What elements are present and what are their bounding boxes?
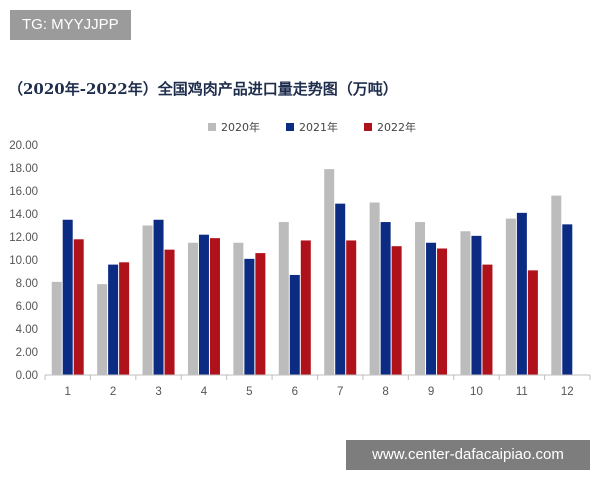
bar-2021年-12 <box>562 224 573 375</box>
bar-2021年-5 <box>244 258 255 375</box>
bar-2020年-12 <box>551 195 562 375</box>
x-tick-label: 11 <box>516 386 528 398</box>
bar-2020年-4 <box>187 242 198 375</box>
bar-2022年-10 <box>482 264 493 375</box>
y-tick-label: 16.00 <box>9 186 38 198</box>
bar-2022年-5 <box>255 253 266 375</box>
bar-chart: 2020年 2021年 2022年 0.002.004.006.008.0010.0… <box>9 120 591 398</box>
bar-2020年-3 <box>142 225 153 375</box>
watermark-tag: TG: MYYJJPP <box>10 10 131 40</box>
chart-legend: 2020年 2021年 2022年 <box>208 120 416 134</box>
y-tick-label: 8.00 <box>16 278 38 290</box>
y-tick-label: 12.00 <box>9 232 38 244</box>
x-tick-label: 4 <box>201 386 208 398</box>
y-axis: 0.00 2.00 4.00 6.00 8.00 10.00 12.00 14.00 16.00… <box>9 140 38 382</box>
bar-2020年-5 <box>233 242 244 375</box>
bar-2021年-10 <box>471 235 482 375</box>
bar-2020年-2 <box>97 284 108 375</box>
y-tick-label: 6.00 <box>16 301 38 313</box>
bar-2021年-1 <box>62 219 73 375</box>
bar-2020年-10 <box>460 231 471 375</box>
y-tick-label: 2.00 <box>16 347 38 359</box>
x-tick-label: 10 <box>470 386 483 398</box>
y-tick-label: 20.00 <box>9 140 38 152</box>
bar-2021年-9 <box>426 242 437 375</box>
bar-2022年-2 <box>119 262 130 375</box>
bar-2020年-7 <box>324 169 335 375</box>
bar-2022年-4 <box>209 238 220 375</box>
chart-area: 2020年 2021年 2022年 0.00 2.00 4.00 6.00 8.00 10.0… <box>0 110 600 410</box>
bar-2022年-9 <box>437 248 448 375</box>
x-tick-label: 1 <box>65 386 71 398</box>
legend-label-2: 2022年 <box>377 120 416 134</box>
bar-2020年-6 <box>278 222 289 375</box>
bar-2020年-8 <box>369 202 380 375</box>
bar-2022年-1 <box>73 239 84 375</box>
x-tick-label: 7 <box>337 386 343 398</box>
y-tick-label: 10.00 <box>9 255 38 267</box>
bar-2022年-6 <box>300 240 311 375</box>
x-tick-label: 5 <box>246 386 252 398</box>
x-tick-label: 12 <box>561 386 574 398</box>
x-tick-label: 6 <box>292 386 298 398</box>
bar-2022年-8 <box>391 246 402 375</box>
legend-label-0: 2020年 <box>221 120 260 134</box>
y-tick-label: 4.00 <box>16 324 38 336</box>
x-tick-label: 2 <box>110 386 116 398</box>
legend-swatch-0 <box>208 123 216 131</box>
bar-2020年-9 <box>415 222 426 375</box>
y-tick-label: 14.00 <box>9 209 38 221</box>
bar-2020年-11 <box>505 218 516 375</box>
y-tick-label: 0.00 <box>16 370 38 382</box>
x-tick-label: 9 <box>428 386 434 398</box>
footer-url-banner[interactable]: www.center-dafacaipiao.com <box>346 440 590 470</box>
bar-2021年-7 <box>335 203 346 375</box>
x-tick-label: 3 <box>155 386 161 398</box>
bar-series-group <box>51 169 573 375</box>
bar-2021年-4 <box>198 234 209 375</box>
legend-label-1: 2021年 <box>299 120 338 134</box>
bar-2021年-6 <box>289 274 300 375</box>
bar-2021年-11 <box>516 212 527 375</box>
bar-2020年-1 <box>51 281 62 375</box>
y-tick-label: 18.00 <box>9 163 38 175</box>
bar-2022年-11 <box>527 270 538 375</box>
bar-2022年-7 <box>346 240 357 375</box>
x-axis: 1 2 3 4 5 6 7 8 9 10 11 12 <box>44 374 591 398</box>
bar-2021年-8 <box>380 222 391 375</box>
bar-2022年-3 <box>164 249 175 375</box>
bar-2021年-3 <box>153 219 164 375</box>
legend-swatch-1 <box>286 123 294 131</box>
bar-2021年-2 <box>108 264 119 375</box>
legend-swatch-2 <box>364 123 372 131</box>
chart-title: （2020年-2022年）全国鸡肉产品进口量走势图（万吨） <box>8 80 398 98</box>
x-tick-label: 8 <box>382 386 388 398</box>
